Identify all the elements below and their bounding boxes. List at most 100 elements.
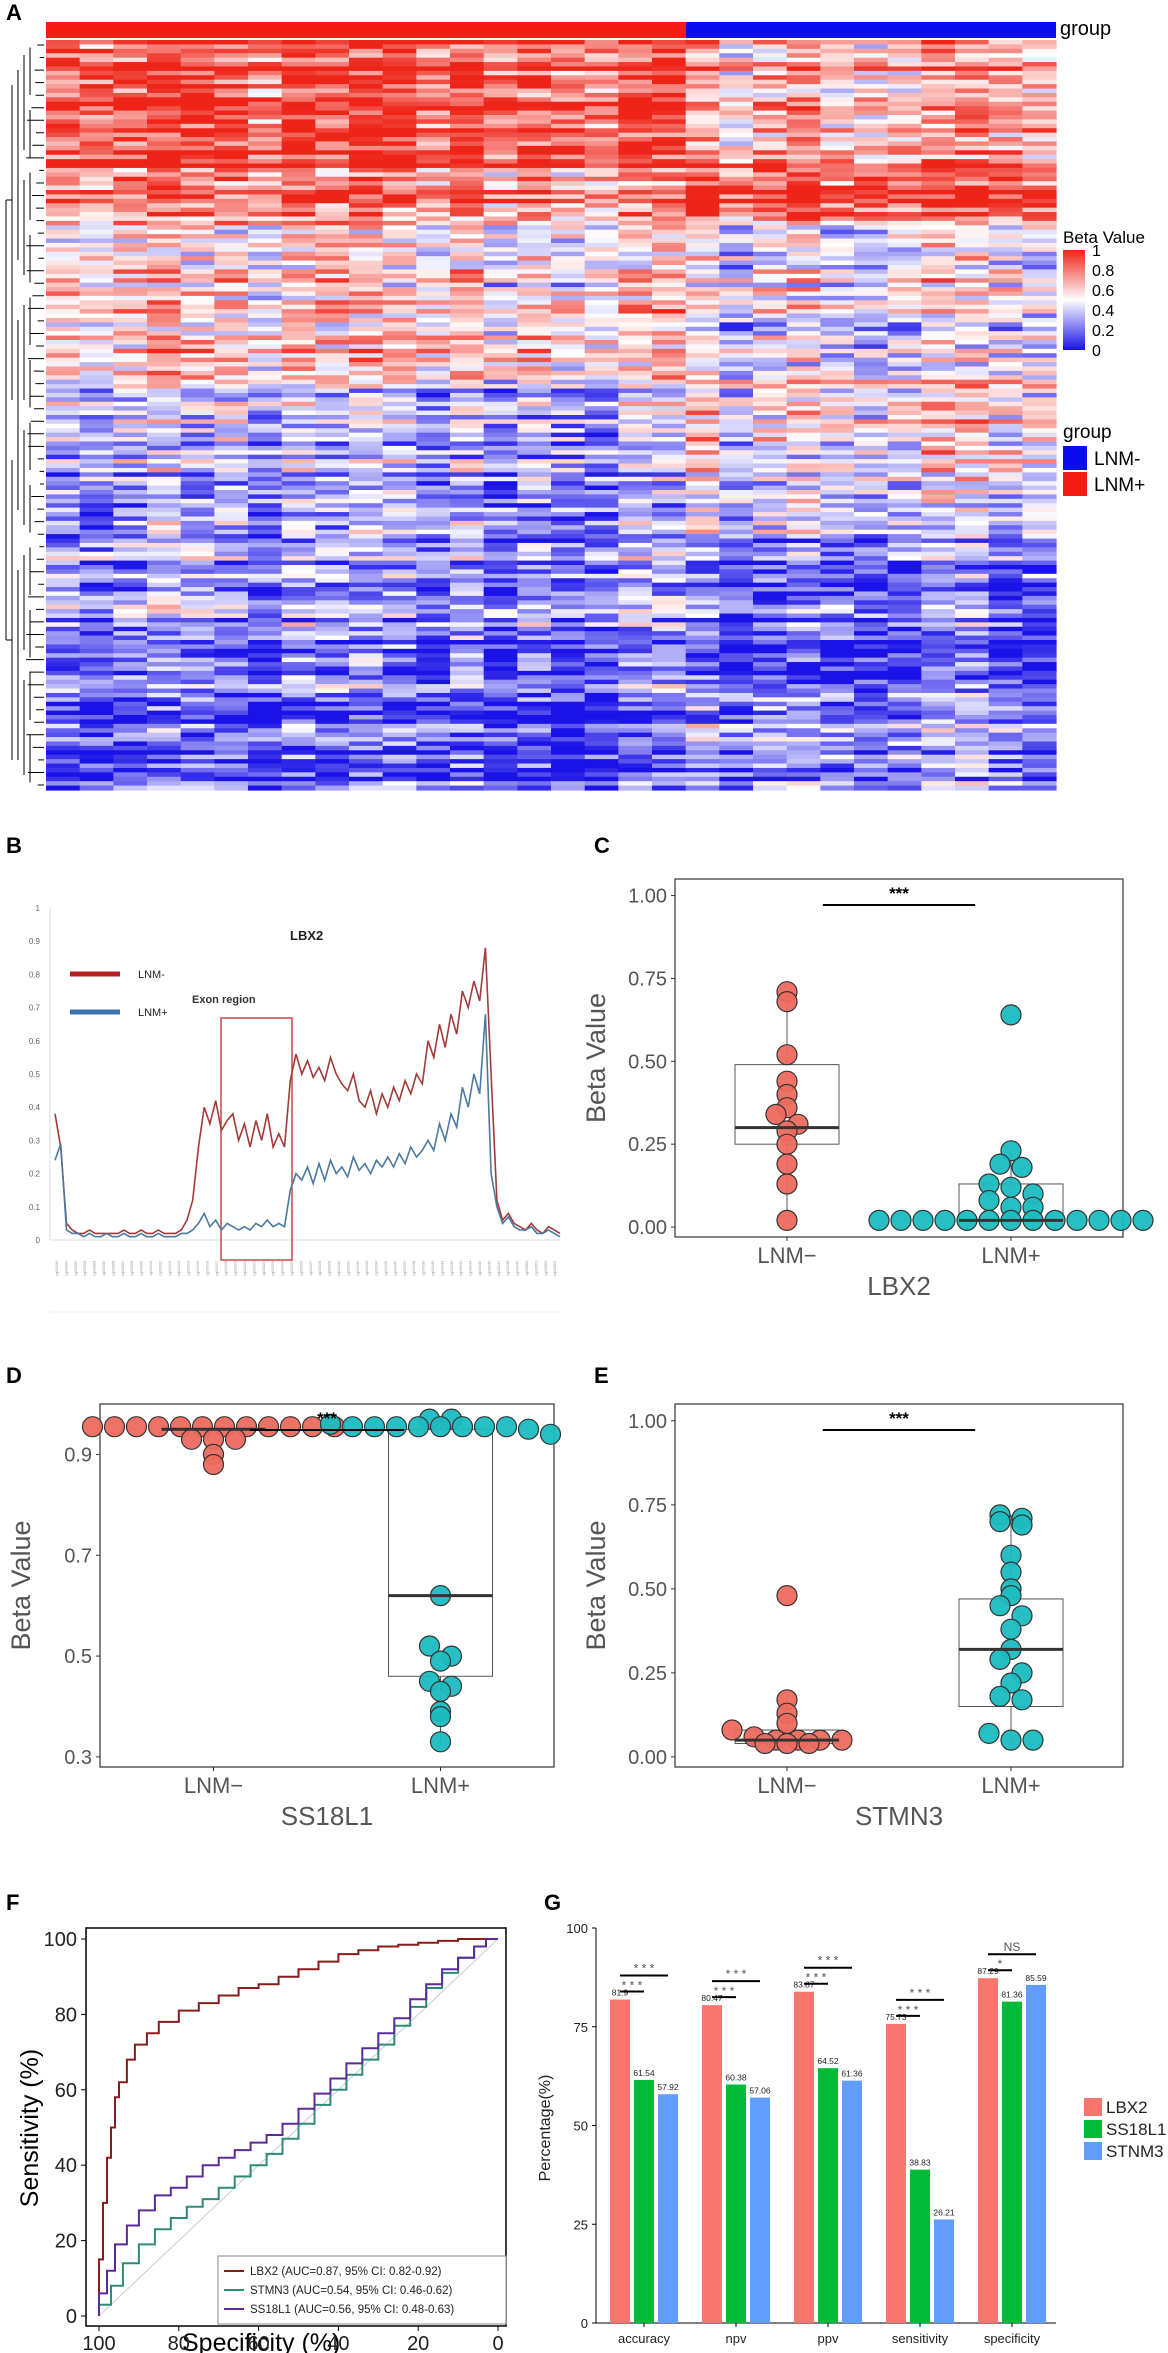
heatmap-cell (79, 260, 114, 266)
heatmap-cell (281, 66, 316, 72)
heatmap-cell (450, 128, 485, 134)
heatmap-cell (281, 79, 316, 85)
heatmap-cell (483, 260, 518, 266)
heatmap-cell (955, 741, 990, 747)
heatmap-cell (719, 745, 754, 751)
heatmap-cell (483, 490, 518, 496)
heatmap-cell (416, 370, 451, 376)
heatmap-cell (854, 640, 889, 646)
heatmap-cell (618, 578, 653, 584)
heatmap-cell (147, 225, 182, 231)
heatmap-cell (450, 732, 485, 738)
heatmap-cell (854, 503, 889, 509)
heatmap-cell (349, 344, 384, 350)
heatmap-cell (921, 309, 956, 315)
heatmap-cell (652, 44, 687, 50)
heatmap-cell (382, 392, 417, 398)
heatmap-cell (854, 163, 889, 169)
heatmap-cell (719, 242, 754, 248)
heatmap-cell (483, 560, 518, 566)
heatmap-cell (618, 225, 653, 231)
heatmap-cell (113, 247, 148, 253)
heatmap-cell (180, 212, 215, 218)
heatmap-cell (584, 423, 619, 429)
heatmap-cell (349, 569, 384, 575)
heatmap-cell (955, 565, 990, 571)
heatmap-cell (854, 326, 889, 332)
heatmap-cell (753, 406, 788, 412)
heatmap-cell (685, 53, 720, 59)
heatmap-cell (921, 159, 956, 165)
heatmap-cell (685, 503, 720, 509)
heatmap-cell (517, 498, 552, 504)
heatmap-cell (349, 84, 384, 90)
heatmap-cell (315, 44, 350, 50)
heatmap-cell (113, 172, 148, 178)
heatmap-cell (988, 600, 1023, 606)
heatmap-cell (988, 507, 1023, 513)
heatmap-cell (483, 463, 518, 469)
heatmap-cell (921, 242, 956, 248)
heatmap-cell (652, 309, 687, 315)
heatmap-cell (820, 326, 855, 332)
heatmap-cell (79, 419, 114, 425)
heatmap-cell (180, 670, 215, 676)
heatmap-cell (719, 688, 754, 694)
heatmap-cell (887, 534, 922, 540)
heatmap-cell (79, 750, 114, 756)
heatmap-cell (517, 282, 552, 288)
heatmap-cell (685, 70, 720, 76)
heatmap-cell (786, 106, 821, 112)
heatmap-cell (483, 123, 518, 129)
heatmap-cell (652, 220, 687, 226)
heatmap-cell (79, 84, 114, 90)
heatmap-cell (955, 242, 990, 248)
heatmap-cell (349, 706, 384, 712)
heatmap-cell (988, 92, 1023, 98)
heatmap-cell (921, 106, 956, 112)
heatmap-cell (786, 767, 821, 773)
heatmap-cell (618, 472, 653, 478)
heatmap-cell (618, 106, 653, 112)
heatmap-cell (483, 348, 518, 354)
heatmap-cell (652, 595, 687, 601)
heatmap-cell (921, 335, 956, 341)
heatmap-cell (180, 84, 215, 90)
heatmap-cell (753, 357, 788, 363)
heatmap-cell (281, 278, 316, 284)
heatmap-cell (180, 75, 215, 81)
heatmap-cell (921, 688, 956, 694)
heatmap-cell (483, 401, 518, 407)
heatmap-cell (281, 317, 316, 323)
heatmap-cell (248, 84, 283, 90)
heatmap-cell (450, 260, 485, 266)
heatmap-cell (887, 238, 922, 244)
heatmap-cell (753, 190, 788, 196)
heatmap-cell (349, 238, 384, 244)
heatmap-cell (382, 326, 417, 332)
heatmap-cell (248, 741, 283, 747)
heatmap-cell (248, 265, 283, 271)
heatmap-cell (248, 53, 283, 59)
heatmap-cell (214, 119, 249, 125)
heatmap-cell (988, 225, 1023, 231)
heatmap-cell (416, 587, 451, 593)
heatmap-cell (450, 613, 485, 619)
heatmap-cell (854, 392, 889, 398)
heatmap-cell (46, 185, 81, 191)
heatmap-cell (180, 626, 215, 632)
heatmap-cell (685, 40, 720, 46)
heatmap-cell (248, 260, 283, 266)
heatmap-cell (786, 692, 821, 698)
heatmap-cell (685, 415, 720, 421)
heatmap-cell (820, 573, 855, 579)
heatmap-cell (248, 437, 283, 443)
heatmap-cell (820, 666, 855, 672)
heatmap-cell (753, 401, 788, 407)
heatmap-cell (685, 648, 720, 654)
heatmap-cell (551, 454, 586, 460)
heatmap-cell (685, 520, 720, 526)
heatmap-cell (180, 291, 215, 297)
heatmap-cell (1022, 392, 1057, 398)
heatmap-cell (450, 419, 485, 425)
